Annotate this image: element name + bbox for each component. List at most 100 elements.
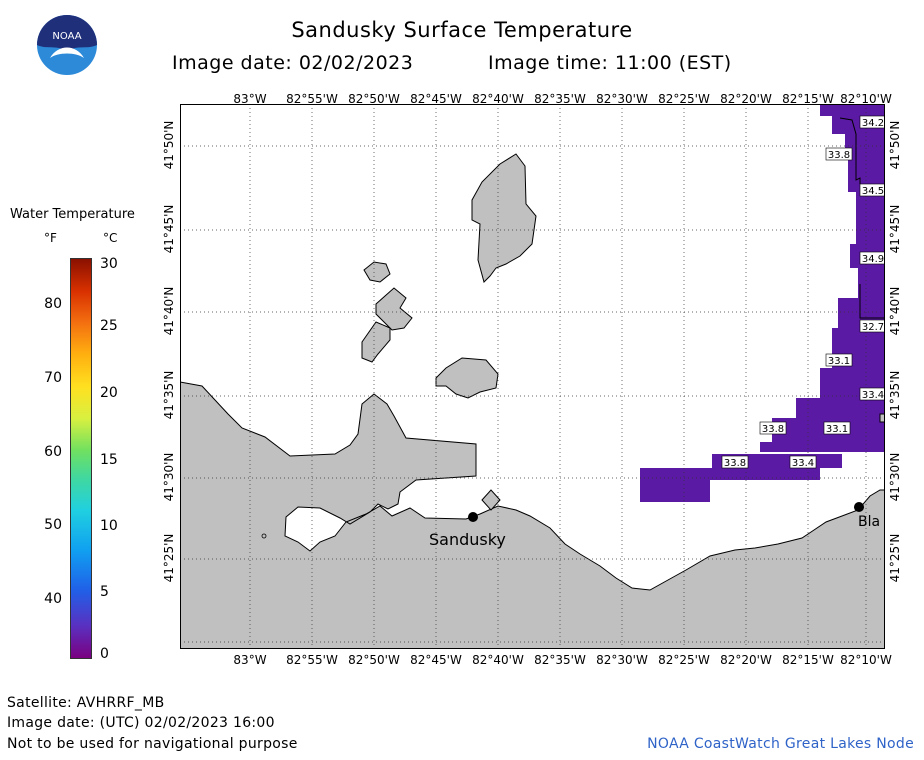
longitude-label: 82°25'W xyxy=(658,92,710,106)
land-islet-4 xyxy=(435,357,499,399)
longitude-label: 82°35'W xyxy=(534,653,586,667)
f-tick: 60 xyxy=(44,444,62,460)
footer-credit: NOAA CoastWatch Great Lakes Node xyxy=(647,736,914,752)
longitude-label: 82°35'W xyxy=(534,92,586,106)
graticule-grid xyxy=(180,104,885,649)
temperature-value: 34.2 xyxy=(862,118,884,129)
temperature-label: 34.9 xyxy=(859,251,885,265)
latitude-label: 41°30'N xyxy=(162,452,176,502)
lake-erie-map: 34.2 33.8 34.5 34.9 32.7 33.1 33.4 33.8 33.1 33.8… xyxy=(180,104,885,649)
cold-water-cell xyxy=(856,204,885,244)
land-islet-1 xyxy=(363,261,391,283)
longitude-label: 82°30'W xyxy=(596,92,648,106)
temperature-value: 34.5 xyxy=(862,186,884,197)
c-tick: 30 xyxy=(100,256,118,272)
latitude-label: 41°50'N xyxy=(888,120,902,170)
unit-celsius: °C xyxy=(103,231,118,245)
temperature-labels: 34.2 33.8 34.5 34.9 32.7 33.1 33.4 33.8 33.1 33.8… xyxy=(721,115,885,469)
land-islet-2 xyxy=(375,287,413,331)
c-tick: 5 xyxy=(100,584,109,600)
c-tick: 20 xyxy=(100,385,118,401)
temperature-label: 33.4 xyxy=(859,387,885,401)
c-tick: 15 xyxy=(100,452,118,468)
temperature-value: 33.8 xyxy=(724,458,746,469)
latitude-label: 41°35'N xyxy=(888,370,902,420)
footer-satellite: Satellite: AVHRRF_MB xyxy=(7,695,165,711)
longitude-label: 82°50'W xyxy=(348,653,400,667)
longitude-label: 82°55'W xyxy=(286,92,338,106)
map-frame xyxy=(180,104,885,649)
temperature-label: 33.8 xyxy=(759,421,787,435)
land-north-island xyxy=(471,153,537,283)
longitude-label: 82°20'W xyxy=(720,92,772,106)
longitude-label: 82°25'W xyxy=(658,653,710,667)
latitude-label: 41°45'N xyxy=(162,204,176,254)
longitude-label: 83°W xyxy=(233,653,267,667)
longitude-label: 82°45'W xyxy=(410,653,462,667)
temperature-value: 32.7 xyxy=(862,322,884,333)
cold-water-cell xyxy=(640,480,710,502)
city-label-sandusky: Sandusky xyxy=(429,530,506,549)
f-tick: 40 xyxy=(44,591,62,607)
latitude-label: 41°40'N xyxy=(162,286,176,336)
cold-water-cell xyxy=(796,398,885,418)
longitude-label: 82°10'W xyxy=(840,653,892,667)
longitude-label: 82°30'W xyxy=(596,653,648,667)
latitude-label: 41°45'N xyxy=(888,204,902,254)
temperature-label: 33.8 xyxy=(721,455,749,469)
logo-text: NOAA xyxy=(52,31,81,42)
land-bay-islet xyxy=(481,489,501,511)
temperature-label: 33.1 xyxy=(823,421,851,435)
land-dot-islet xyxy=(261,533,267,539)
c-tick: 10 xyxy=(100,518,118,534)
f-tick: 70 xyxy=(44,370,62,386)
cold-water-cell xyxy=(820,104,885,116)
land-islet-3 xyxy=(361,321,391,363)
temperature-label: 34.2 xyxy=(859,115,885,129)
temperature-value: 33.8 xyxy=(762,424,784,435)
longitude-label: 82°20'W xyxy=(720,653,772,667)
map-title: Sandusky Surface Temperature xyxy=(291,18,633,42)
footer-utc-date: Image date: (UTC) 02/02/2023 16:00 xyxy=(7,715,275,731)
temperature-colorbar xyxy=(70,258,92,659)
c-tick: 25 xyxy=(100,318,118,334)
footer-disclaimer: Not to be used for navigational purpose xyxy=(7,736,298,752)
latitude-label: 41°35'N xyxy=(162,370,176,420)
temperature-value: 33.1 xyxy=(826,424,848,435)
city-label-bla: Bla xyxy=(858,514,880,530)
longitude-label: 82°40'W xyxy=(472,92,524,106)
cold-water-cell xyxy=(845,134,885,152)
latitude-label: 41°30'N xyxy=(888,452,902,502)
latitude-label: 41°50'N xyxy=(162,120,176,170)
legend-title: Water Temperature xyxy=(10,207,135,222)
longitude-label: 82°15'W xyxy=(782,92,834,106)
longitude-label: 82°40'W xyxy=(472,653,524,667)
land-northeast-edge xyxy=(879,413,885,423)
temperature-value: 33.1 xyxy=(828,356,850,367)
temperature-value: 33.4 xyxy=(862,390,884,401)
f-tick: 50 xyxy=(44,517,62,533)
city-marker-bla xyxy=(854,502,864,512)
longitude-label: 82°55'W xyxy=(286,653,338,667)
longitude-label: 82°15'W xyxy=(782,653,834,667)
longitude-label: 83°W xyxy=(233,92,267,106)
cold-water-cell xyxy=(858,268,885,298)
noaa-logo-icon: NOAA xyxy=(37,15,97,75)
latitude-label: 41°40'N xyxy=(888,286,902,336)
longitude-label: 82°45'W xyxy=(410,92,462,106)
land-mainland xyxy=(180,381,885,649)
temperature-value: 33.8 xyxy=(828,150,850,161)
image-date: Image date: 02/02/2023 xyxy=(172,52,414,74)
longitude-label: 82°50'W xyxy=(348,92,400,106)
shoreline-trace xyxy=(859,284,885,319)
temperature-label: 32.7 xyxy=(859,319,885,333)
temperature-label: 33.4 xyxy=(789,455,817,469)
cold-water-cell xyxy=(760,442,885,452)
longitude-label: 82°10'W xyxy=(840,92,892,106)
latitude-label: 41°25'N xyxy=(888,533,902,583)
temperature-label: 33.1 xyxy=(825,353,853,367)
temperature-label: 33.8 xyxy=(825,147,853,161)
c-tick: 0 xyxy=(100,646,109,662)
unit-fahrenheit: °F xyxy=(44,231,57,245)
temperature-label: 34.5 xyxy=(859,183,885,197)
